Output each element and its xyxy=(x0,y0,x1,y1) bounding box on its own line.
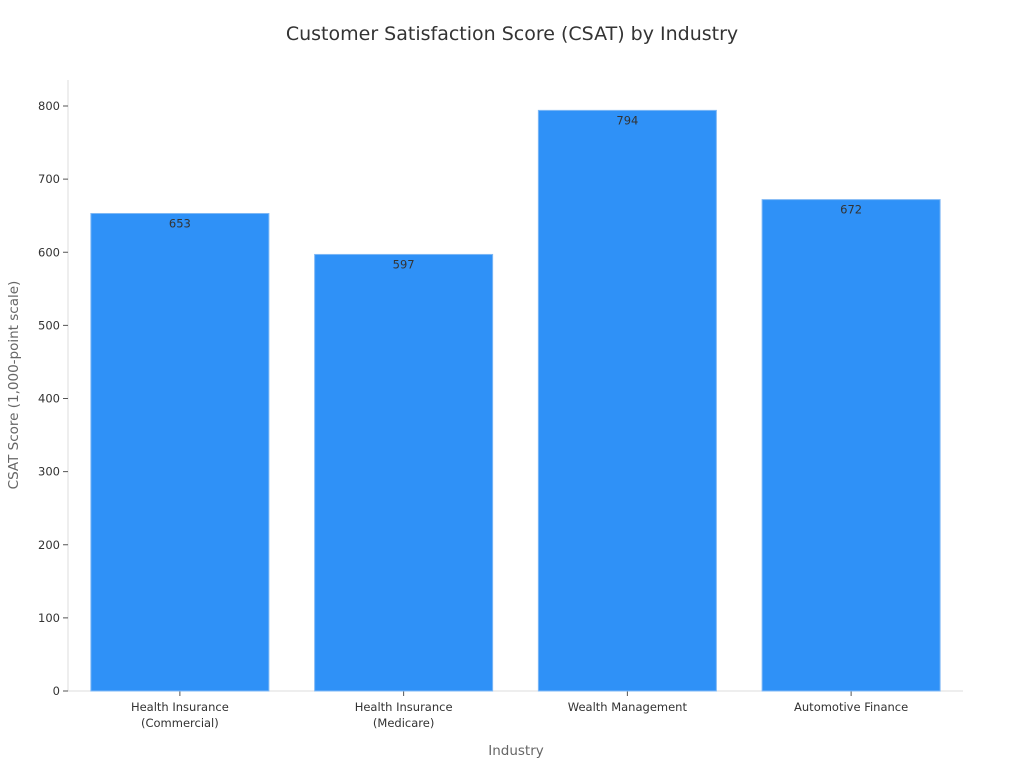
x-tick-label-line: (Commercial) xyxy=(141,716,219,730)
y-tick-label: 800 xyxy=(38,99,60,113)
x-axis-label: Industry xyxy=(488,743,544,759)
x-tick-label: Health Insurance (Commercial) xyxy=(131,700,229,730)
x-axis: Health Insurance (Commercial)Health Insur… xyxy=(68,690,963,730)
bar xyxy=(314,253,494,692)
data-label: 672 xyxy=(840,203,862,217)
y-tick-label: 500 xyxy=(38,318,60,332)
x-tick-label-line: Health Insurance xyxy=(131,700,229,714)
x-tick-label: Health Insurance (Medicare) xyxy=(355,700,453,730)
y-tick-label: 700 xyxy=(38,172,60,186)
data-label: 653 xyxy=(169,216,191,230)
chart-title: Customer Satisfaction Score (CSAT) by In… xyxy=(286,23,738,45)
y-tick-label: 300 xyxy=(38,465,60,479)
data-label: 794 xyxy=(616,113,638,127)
bar xyxy=(90,212,270,692)
y-tick-label: 200 xyxy=(38,538,60,552)
y-tick-label: 100 xyxy=(38,611,60,625)
bar xyxy=(761,199,941,692)
y-tick-label: 400 xyxy=(38,392,60,406)
bar xyxy=(537,109,717,692)
y-axis-label: CSAT Score (1,000-point scale) xyxy=(6,281,22,490)
y-axis: 0 100 200 300 400 500 600 700 800 xyxy=(38,80,69,698)
x-tick-label-line: (Medicare) xyxy=(373,716,434,730)
x-tick-label-line: Wealth Management xyxy=(568,700,688,714)
data-label: 597 xyxy=(393,257,415,271)
x-tick-label: Automotive Finance xyxy=(794,700,908,714)
x-tick-label: Wealth Management xyxy=(568,700,688,714)
y-tick-label: 0 xyxy=(53,684,60,698)
y-tick-label: 600 xyxy=(38,245,60,259)
x-tick-label-line: Health Insurance xyxy=(355,700,453,714)
x-tick-label-line: Automotive Finance xyxy=(794,700,908,714)
bars: 653 597 794 672 xyxy=(90,109,941,692)
